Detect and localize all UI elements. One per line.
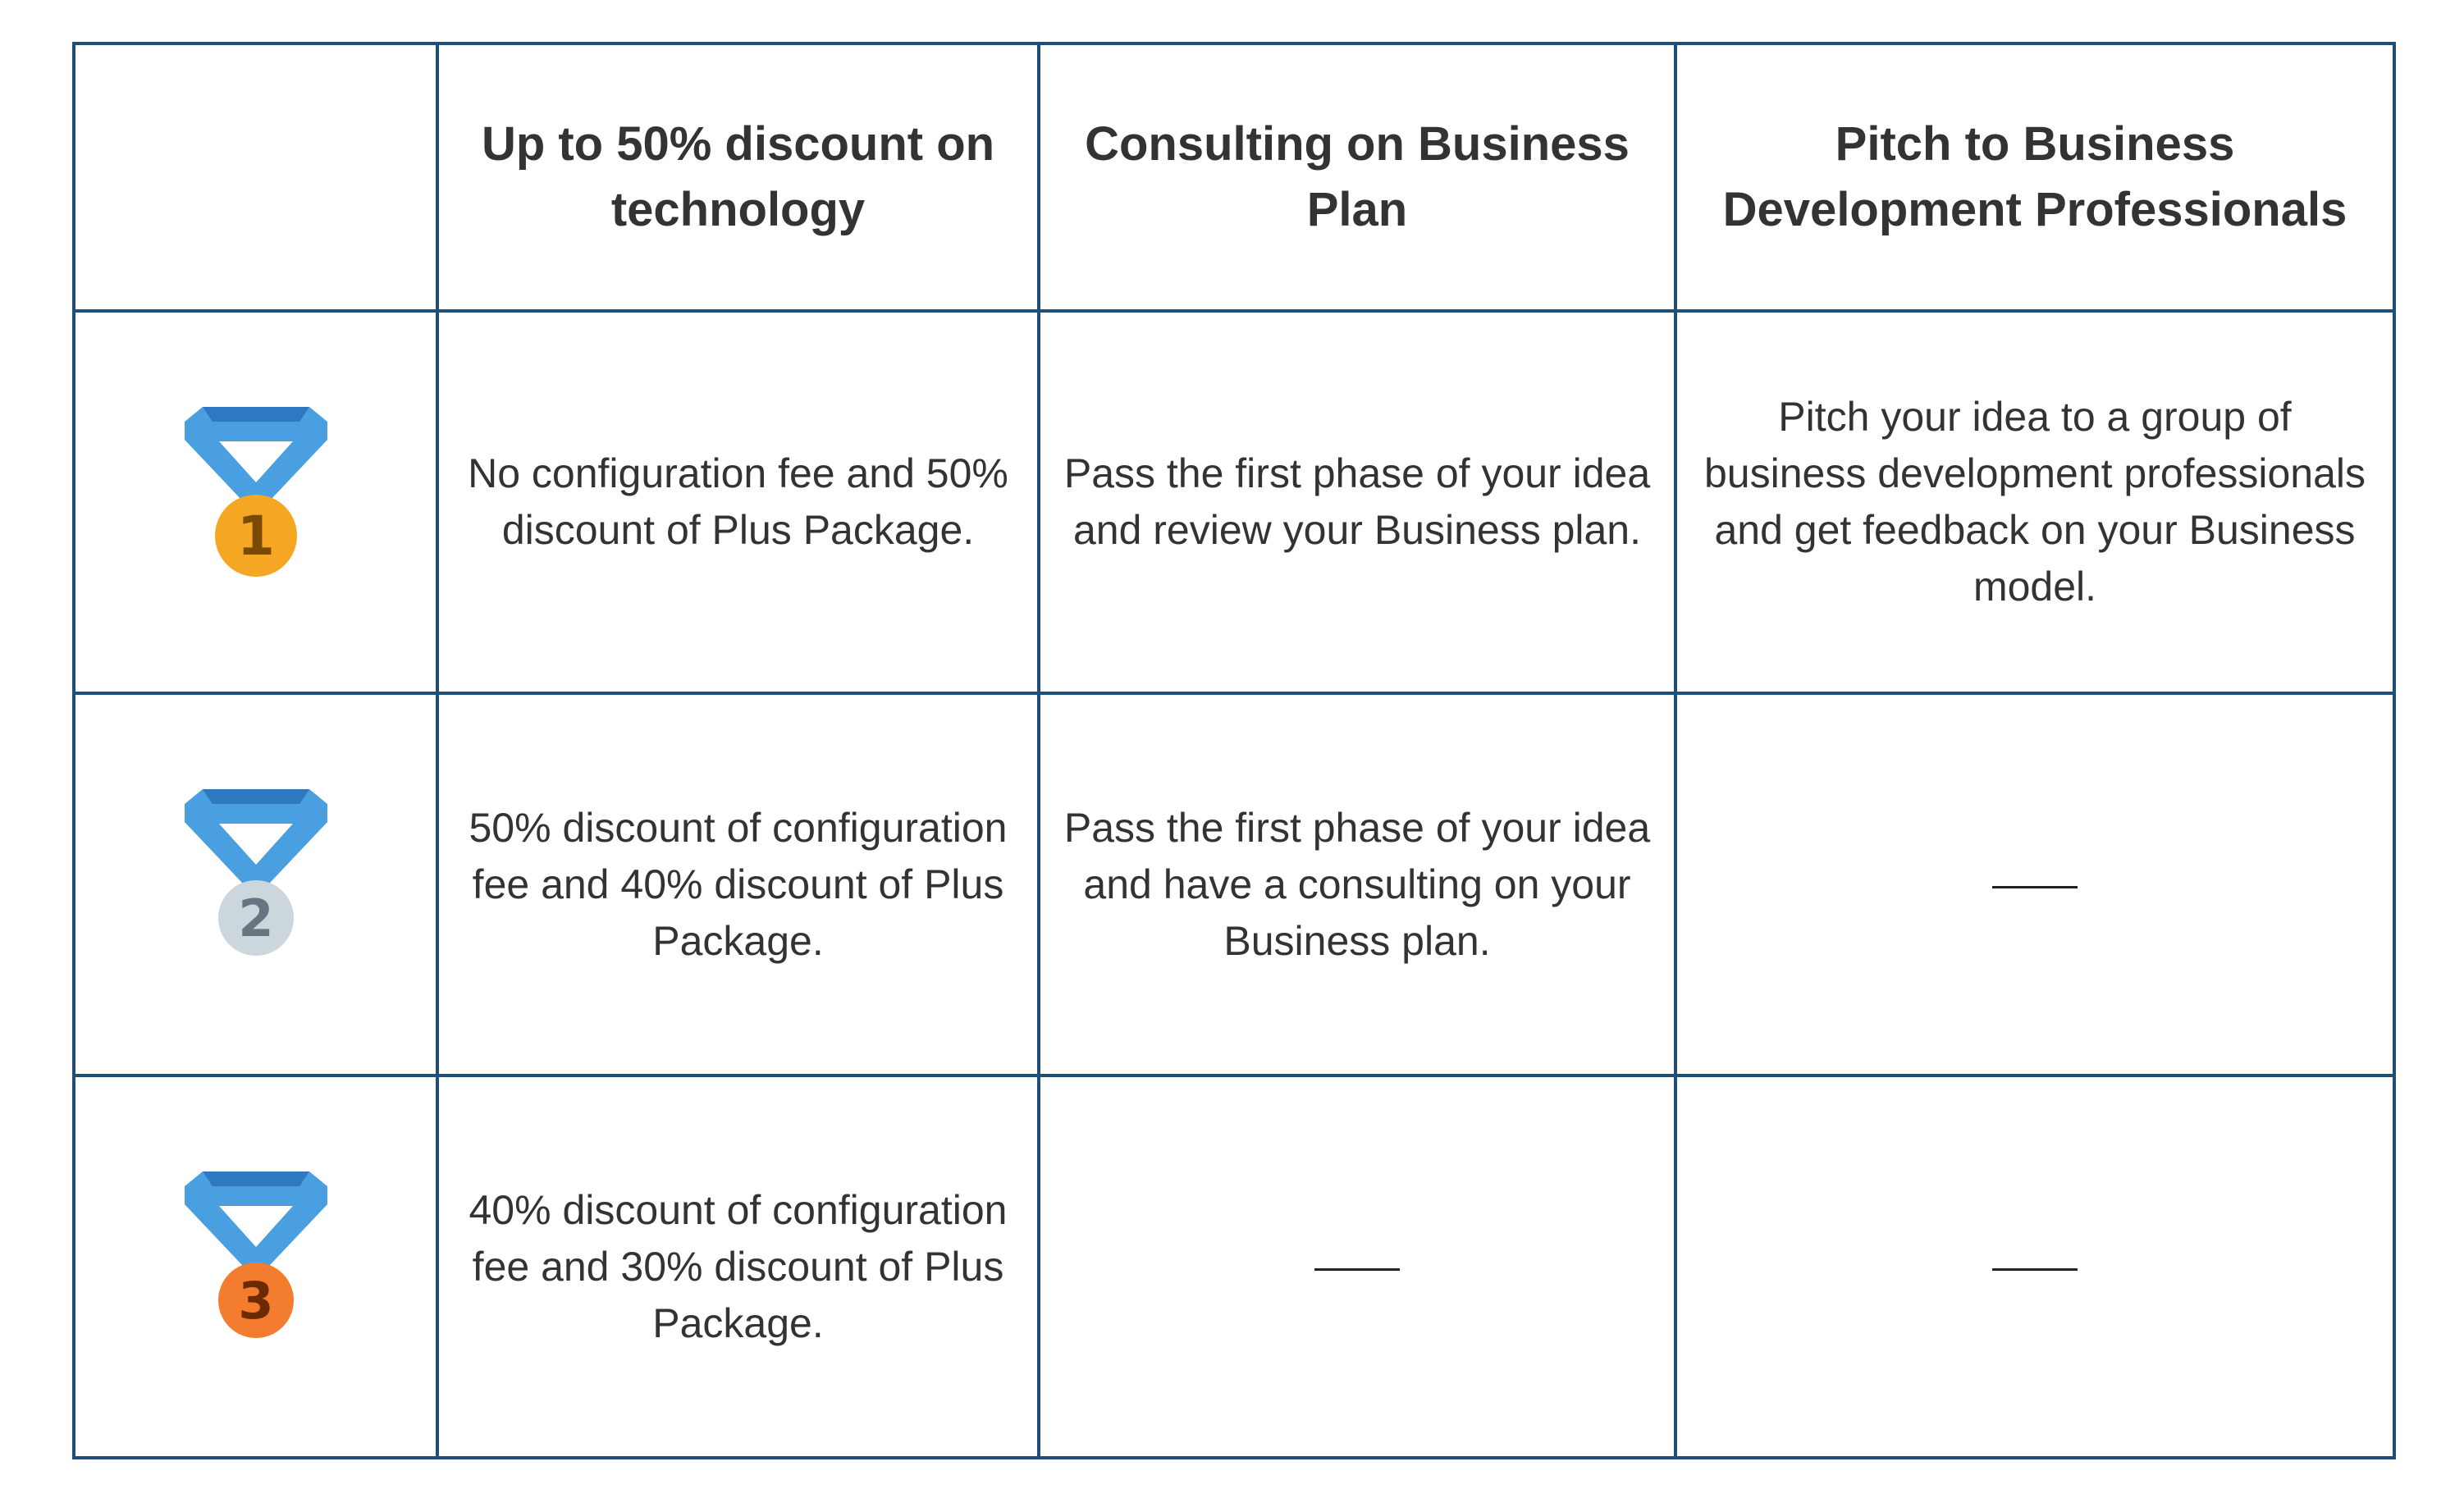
technology-discount-cell: No configuration fee and 50% discount of… (436, 309, 1040, 695)
header-business-plan-consulting: Consulting on Business Plan (1037, 42, 1677, 313)
gold-medal-icon: 1 (184, 407, 327, 577)
header-pitch-professionals: Pitch to Business Development Profession… (1674, 42, 2396, 313)
table-row-third-place: 3 40% discount of configuration fee and … (72, 1074, 2396, 1459)
empty-dash (1992, 885, 2078, 888)
empty-dash (1992, 1267, 2078, 1271)
technology-discount-cell: 40% discount of configuration fee and 30… (436, 1074, 1040, 1459)
pitch-cell: Pitch your idea to a group of business d… (1674, 309, 2396, 695)
table-row-second-place: 2 50% discount of configuration fee and … (72, 692, 2396, 1077)
medal-cell: 1 (72, 309, 439, 695)
medal-number: 3 (238, 1271, 273, 1331)
technology-discount-cell: 50% discount of configuration fee and 40… (436, 692, 1040, 1077)
business-plan-cell (1037, 1074, 1677, 1459)
pitch-cell (1674, 1074, 2396, 1459)
business-plan-cell: Pass the first phase of your idea and re… (1037, 309, 1677, 695)
benefits-table: Up to 50% discount on technology Consult… (72, 42, 2396, 1459)
medal-number: 2 (238, 888, 273, 948)
medal-cell: 2 (72, 692, 439, 1077)
header-technology-discount: Up to 50% discount on technology (436, 42, 1040, 313)
medal-cell: 3 (72, 1074, 439, 1459)
header-empty-cell (72, 42, 439, 313)
medal-number: 1 (237, 505, 275, 568)
table-header-row: Up to 50% discount on technology Consult… (72, 42, 2396, 313)
silver-medal-icon: 2 (184, 789, 327, 956)
bronze-medal-icon: 3 (184, 1171, 327, 1338)
business-plan-cell: Pass the first phase of your idea and ha… (1037, 692, 1677, 1077)
table-row-first-place: 1 No configuration fee and 50% discount … (72, 309, 2396, 695)
benefits-table-container: Up to 50% discount on technology Consult… (72, 42, 2396, 1459)
pitch-cell (1674, 692, 2396, 1077)
empty-dash (1314, 1267, 1400, 1271)
